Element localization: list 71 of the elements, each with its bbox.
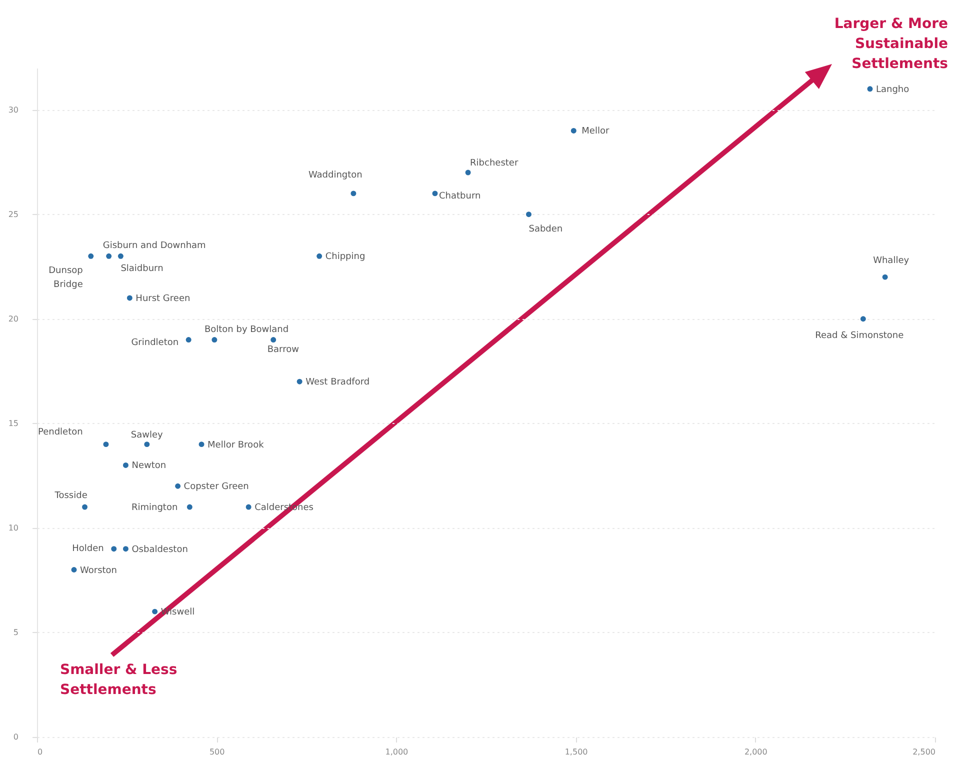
annotation: Chatburn <box>438 191 481 202</box>
point <box>82 504 88 510</box>
point <box>106 253 112 259</box>
point <box>118 253 124 259</box>
annotation: Osbaldeston <box>132 544 188 555</box>
annotation: Gisburn and Downham <box>102 241 206 252</box>
annotation: Mellor <box>582 126 610 137</box>
annotation: Rimington <box>131 503 178 514</box>
point <box>152 608 158 614</box>
x-tick-label: 0 <box>38 748 43 756</box>
point <box>316 253 322 259</box>
annotation: Slaidburn <box>120 264 164 274</box>
annotation: West Bradford <box>306 378 370 388</box>
x-tick-label: 1,000 <box>385 748 408 756</box>
point <box>246 504 252 510</box>
annotation: Langho <box>876 84 910 95</box>
point <box>111 546 117 552</box>
point <box>432 190 438 196</box>
y-tick-label: 25 <box>8 210 18 219</box>
annotation: Mellor Brook <box>208 440 265 450</box>
annotation: Barrow <box>267 344 299 355</box>
annotation: Copster Green <box>184 482 249 492</box>
annotation: Sabden <box>528 224 563 234</box>
point <box>144 442 150 448</box>
y-tick-label: 0 <box>13 732 18 742</box>
point <box>71 567 77 572</box>
point <box>526 212 532 218</box>
point <box>122 546 128 552</box>
annotation: Grindleton <box>131 338 179 348</box>
x-tick-label: 1,500 <box>564 748 588 756</box>
annotation: Chipping <box>325 252 366 262</box>
annotation: Hurst Green <box>136 294 190 304</box>
annotation: Pendleton <box>38 427 83 438</box>
annotation: Read & Simonstone <box>815 330 904 341</box>
annotation: Waddington <box>308 170 362 180</box>
annotation: Tosside <box>54 491 88 502</box>
point <box>867 86 873 92</box>
annotation: Larger & More Sustainable Settlements <box>833 15 948 74</box>
annotation: Whalley <box>873 256 910 266</box>
point <box>296 378 302 384</box>
point <box>465 170 471 176</box>
annotation: Ribchester <box>470 158 518 169</box>
point <box>175 483 181 489</box>
point <box>122 462 128 468</box>
point <box>350 190 356 196</box>
x-tick-label: 500 <box>209 748 225 756</box>
point <box>88 253 94 259</box>
y-tick-label: 30 <box>8 105 18 114</box>
point <box>570 128 576 134</box>
annotation: Smaller & Less Settlements <box>60 661 178 700</box>
x-tick-label: 2,500 <box>912 748 936 756</box>
point <box>103 442 109 448</box>
y-tick-label: 15 <box>8 418 18 428</box>
annotation: Bolton by Bowland <box>204 324 289 335</box>
y-tick-label: 20 <box>8 314 18 324</box>
point <box>186 504 192 510</box>
point <box>270 337 276 343</box>
point <box>186 337 192 343</box>
point <box>882 274 888 280</box>
x-tick-label: 2,000 <box>744 748 768 756</box>
annotation: Worston <box>80 566 118 576</box>
y-tick-label: 10 <box>8 523 18 532</box>
point <box>198 442 204 448</box>
annotation: Newton <box>132 461 166 472</box>
annotation: Sawley <box>130 430 164 440</box>
point <box>212 337 218 343</box>
annotation: Holden <box>72 544 104 554</box>
point <box>126 295 132 301</box>
point <box>860 316 866 322</box>
annotation: Dunsop Bridge <box>48 266 84 290</box>
y-tick-label: 5 <box>13 628 18 637</box>
